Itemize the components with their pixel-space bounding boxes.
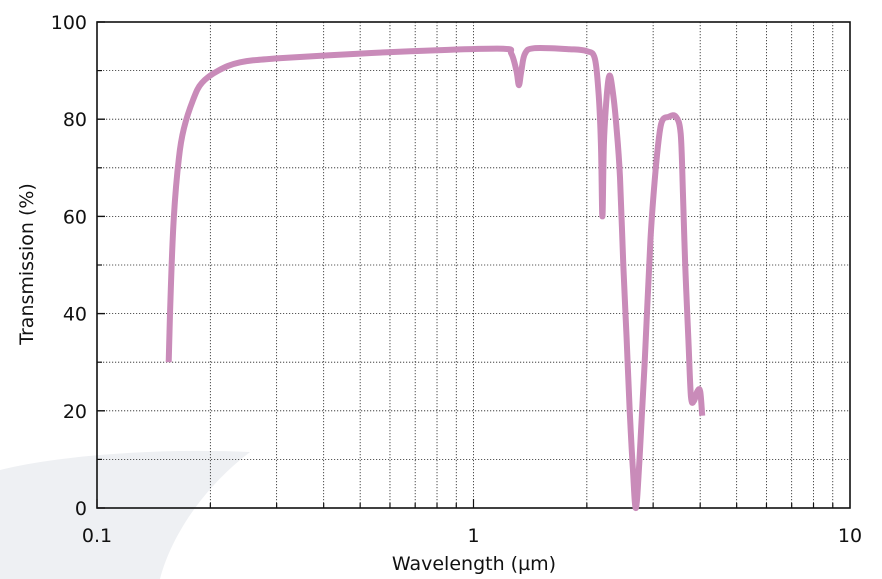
- x-tick-label: 0.1: [82, 525, 112, 547]
- grid: [97, 22, 850, 508]
- x-tick-label: 10: [838, 525, 862, 547]
- y-tick-label: 60: [63, 206, 87, 228]
- y-tick-label: 80: [63, 109, 87, 131]
- y-tick-label: 0: [75, 498, 87, 520]
- x-tick-label: 1: [467, 525, 479, 547]
- x-axis-ticks: 0.1 1 10: [82, 499, 862, 547]
- series-layer: [165, 44, 706, 512]
- y-tick-label: 20: [63, 401, 87, 423]
- y-tick-label: 40: [63, 304, 87, 326]
- y-axis-ticks: 0 20 40 60 80 100: [51, 12, 105, 520]
- y-tick-label: 100: [51, 12, 87, 34]
- y-axis-title: Transmission (%): [16, 183, 38, 346]
- series-line-transmission: [165, 44, 706, 512]
- x-axis-title: Wavelength (µm): [392, 553, 556, 575]
